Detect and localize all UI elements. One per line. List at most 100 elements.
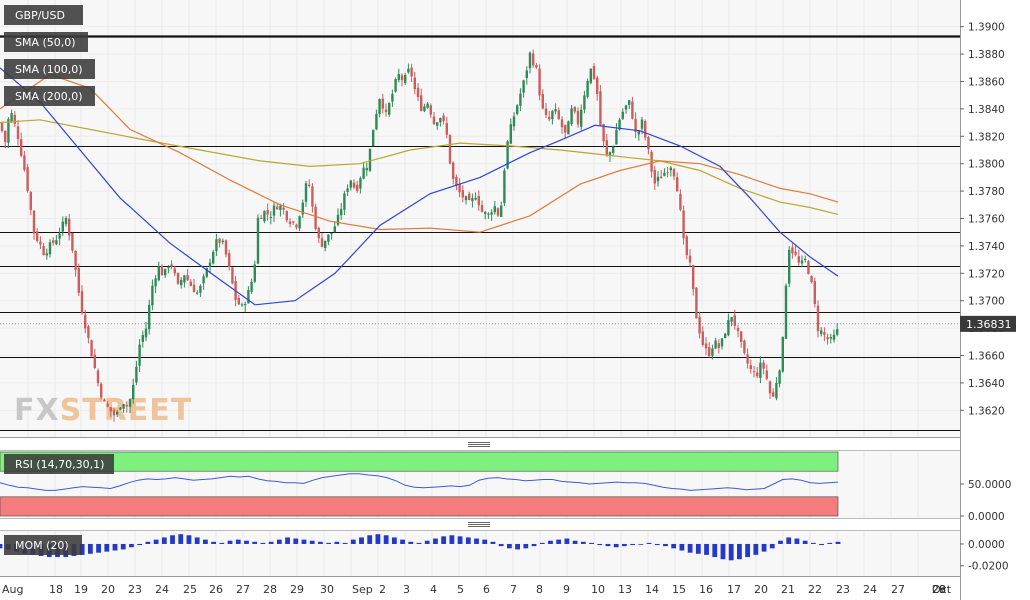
mom-bar (539, 542, 545, 544)
mom-bar (646, 542, 652, 544)
mom-bar (630, 543, 636, 546)
sma-50-label-bg (4, 32, 88, 52)
mom-bar (778, 540, 783, 544)
candle-body (84, 314, 87, 329)
candle-body (256, 217, 260, 264)
mom-panel (0, 530, 960, 576)
candle-body (68, 218, 71, 236)
candle-body (778, 370, 781, 384)
price-rsi-resize-handle[interactable] (468, 442, 490, 447)
candle-body (551, 110, 554, 120)
candle-body (42, 246, 45, 255)
candle-body (304, 183, 308, 202)
candle-body (695, 287, 698, 319)
candle-body (724, 333, 727, 338)
candle-body (775, 382, 778, 399)
candle-body (39, 241, 42, 245)
candle-body (484, 211, 487, 214)
mom-bar (137, 543, 143, 546)
x-tick-label: 9 (563, 583, 570, 596)
candle-body (816, 305, 820, 332)
candle-body (314, 206, 317, 230)
mom-bar (523, 543, 529, 549)
candle-body (416, 87, 420, 97)
y-tick-label: 1.3720 (968, 268, 1005, 280)
mom-bar (350, 539, 356, 544)
candle-body (781, 337, 784, 372)
rsi-tick-label: 50.0000 (968, 479, 1011, 491)
candle-body (340, 209, 343, 216)
candle-body (653, 170, 656, 184)
candle-body (247, 289, 250, 304)
candle-body (244, 303, 247, 306)
x-tick-label: 18 (49, 583, 63, 596)
candle-body (788, 249, 791, 284)
mom-bar (408, 541, 414, 544)
candle-body (160, 266, 164, 276)
candle-body (180, 279, 183, 286)
candle-body (612, 146, 615, 153)
mom-bar (285, 537, 290, 544)
candle-body (688, 255, 692, 263)
candle-body (768, 381, 772, 394)
candle-body (474, 197, 477, 200)
mom-bar (211, 541, 217, 544)
mom-bar (802, 540, 808, 544)
candle-body (176, 272, 180, 284)
x-tick-label: 7 (510, 583, 517, 596)
mom-bar (482, 539, 488, 544)
candle-body (112, 410, 116, 416)
candle-body (90, 340, 93, 357)
candle-body (64, 218, 68, 225)
x-tick-label: 3 (403, 583, 410, 596)
x-tick-label: 14 (645, 583, 659, 596)
rsi-tick-label: 0.0000 (968, 511, 1005, 523)
candle-body (282, 207, 285, 210)
candle-body (471, 198, 474, 202)
mom-bar (506, 543, 512, 549)
y-tick-label: 1.3760 (968, 214, 1005, 226)
pair-label: GBP/USD (15, 9, 65, 22)
candle-body (676, 177, 679, 192)
x-tick-label: 13 (618, 583, 632, 596)
candle-body (519, 93, 522, 106)
candle-body (144, 328, 148, 338)
sma-50-label: SMA (50,0) (15, 36, 76, 49)
candle-body (138, 344, 141, 366)
mom-bar (145, 541, 151, 544)
candle-body (829, 337, 832, 339)
candle-body (640, 119, 644, 129)
candle-body (333, 226, 336, 233)
mom-bar (663, 543, 668, 547)
mom-bar (252, 541, 258, 544)
x-tick-label: 26 (209, 583, 223, 596)
candle-body (295, 224, 298, 228)
candle-body (231, 267, 234, 284)
candle-body (647, 136, 650, 150)
mom-bar (671, 543, 677, 549)
x-tick-label: 15 (672, 583, 686, 596)
candle-body (624, 105, 628, 110)
candle-body (820, 330, 823, 334)
candle-body (20, 139, 23, 156)
mom-bar (687, 543, 693, 553)
candle-body (807, 261, 810, 275)
mom-bar (564, 538, 570, 544)
candle-body (756, 372, 759, 377)
mom-bar (720, 543, 726, 560)
candle-body (480, 205, 484, 212)
y-tick-label: 1.3740 (968, 241, 1005, 253)
candle-body (749, 365, 752, 370)
mom-bar (556, 539, 562, 544)
candle-body (512, 116, 516, 127)
candle-body (375, 113, 378, 130)
rsi-mom-resize-handle[interactable] (468, 522, 490, 527)
candle-body (608, 152, 612, 156)
momentum-indicator (0, 534, 841, 561)
candle-body (685, 236, 688, 256)
candle-body (439, 118, 442, 123)
candle-body (420, 95, 423, 111)
pair-label-bg (4, 5, 83, 25)
mom-bar (129, 543, 134, 548)
candle-body (45, 253, 48, 256)
